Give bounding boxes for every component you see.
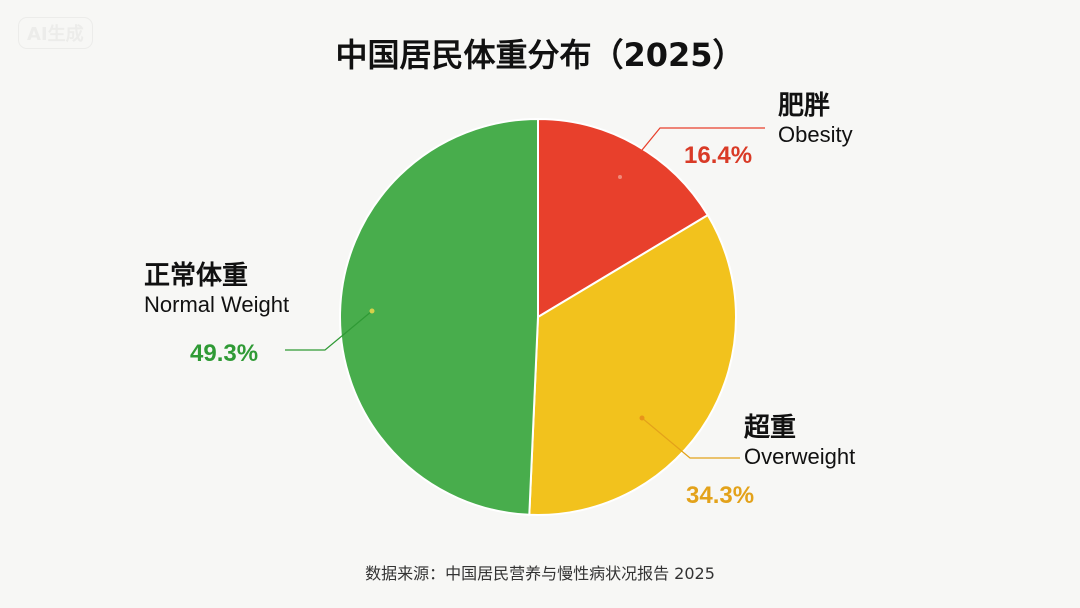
label-overweight-en: Overweight [744,443,856,469]
leader-dot-overweight [639,415,645,421]
ai-generated-watermark: AI生成 [18,17,93,49]
leader-line-normal [285,310,373,351]
pie-slice-normal [338,117,539,516]
chart-title: 中国居民体重分布（2025） [335,36,745,74]
pie-slice-overweight [528,213,737,516]
leader-line-obesity [619,127,765,178]
leader-line-overweight [641,417,740,459]
pct-overweight: 34.3% [686,482,755,509]
leader-dot-obesity [618,175,622,179]
label-obesity-en: Obesity [778,121,853,147]
pct-normal: 49.3% [190,340,259,367]
source-note: 数据来源：中国居民营养与慢性病状况报告 2025 [365,564,715,583]
label-normal: 正常体重 Normal Weight [144,261,290,317]
pie-slice-obesity [537,117,710,319]
label-normal-zh: 正常体重 [144,261,249,291]
label-normal-en: Normal Weight [144,291,290,317]
label-overweight-zh: 超重 [744,413,797,443]
label-obesity: 肥胖 Obesity [778,91,853,147]
label-overweight: 超重 Overweight [744,413,856,469]
pct-obesity: 16.4% [684,142,753,169]
leader-dot-normal [369,308,375,314]
label-obesity-zh: 肥胖 [778,91,831,121]
